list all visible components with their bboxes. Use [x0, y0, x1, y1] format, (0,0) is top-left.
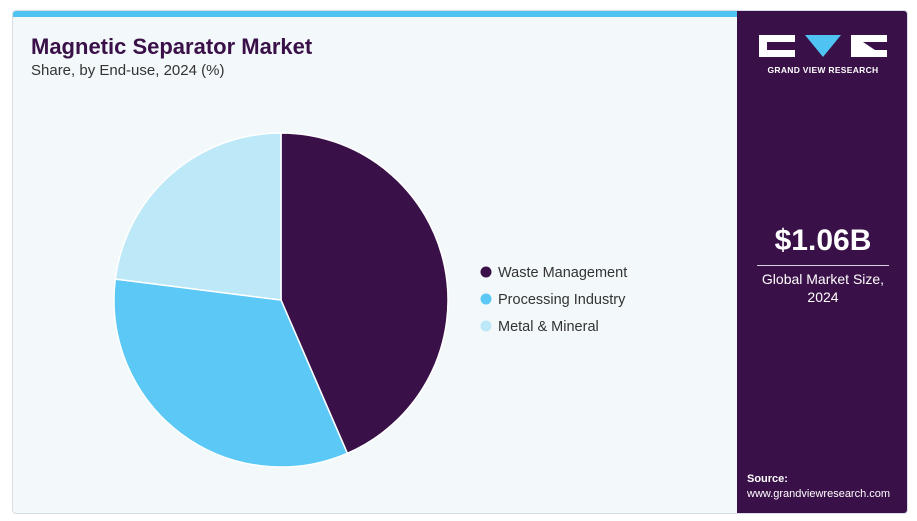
source-label: Source: [747, 473, 788, 485]
accent-bar [13, 11, 737, 17]
pie-slice-waste-management [280, 132, 449, 455]
source-link[interactable]: www.grandviewresearch.com [747, 488, 891, 500]
legend-marker-metal-mineral [480, 320, 492, 332]
legend-marker-waste-management [480, 266, 492, 278]
legend-label-waste-management: Waste Management [498, 265, 627, 281]
legend-marker-processing-industry [480, 293, 492, 305]
chart-title: Magnetic Separator Market [31, 34, 313, 59]
market-size-label: Global Market Size, 2024 [761, 271, 885, 305]
market-size-value: $1.06B [774, 224, 872, 257]
summary-sidebar: GRAND VIEW RESEARCH $1.06B Global Market… [737, 11, 907, 513]
pie-slice-processing-industry [113, 278, 349, 468]
legend-label-metal-mineral: Metal & Mineral [498, 319, 599, 335]
report-card: Magnetic Separator Market Share, by End-… [12, 10, 908, 514]
chart-panel: Magnetic Separator Market Share, by End-… [13, 11, 737, 513]
legend-label-processing-industry: Processing Industry [498, 292, 626, 308]
divider [757, 265, 889, 266]
pie-slice-metal-mineral [114, 132, 282, 301]
gvr-logo-icon [759, 35, 887, 57]
chart-subtitle: Share, by End-use, 2024 (%) [31, 62, 225, 79]
pie-chart: Waste Management Processing Industry Metal… [113, 132, 627, 468]
brand-name: GRAND VIEW RESEARCH [767, 65, 879, 75]
